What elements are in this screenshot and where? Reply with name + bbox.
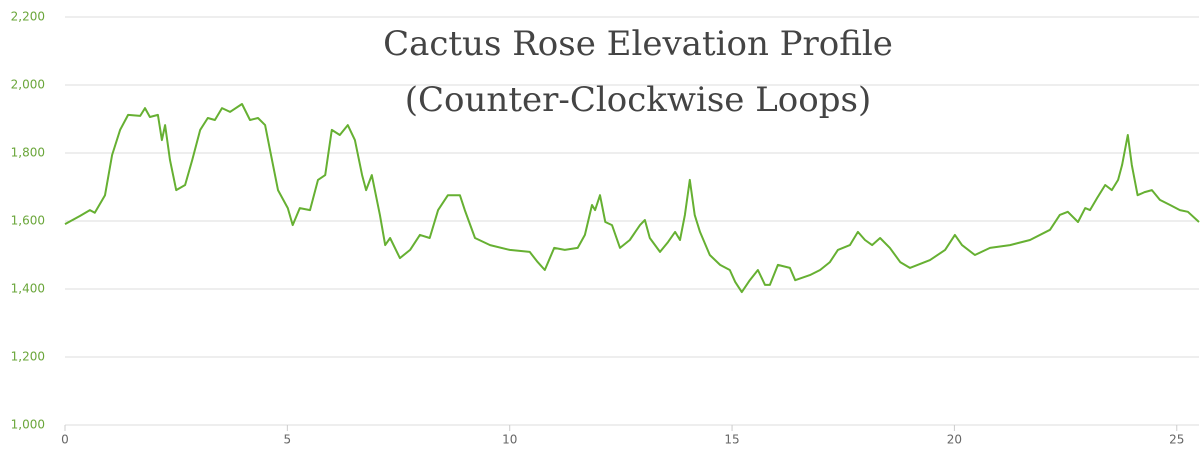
y-tick-label: 1,800: [11, 146, 45, 160]
y-tick-label: 2,000: [11, 78, 45, 92]
x-tick-label: 10: [502, 433, 517, 447]
y-tick-label: 1,000: [11, 418, 45, 432]
x-tick-label: 25: [1169, 433, 1184, 447]
elevation-line: [64, 103, 1200, 294]
chart-title: Cactus Rose Elevation Profile: [383, 24, 893, 64]
x-tick-label: 5: [284, 433, 292, 447]
x-tick-label: 20: [947, 433, 962, 447]
y-tick-label: 1,400: [11, 282, 45, 296]
y-tick-label: 1,200: [11, 350, 45, 364]
y-tick-label: 1,600: [11, 214, 45, 228]
chart-subtitle: (Counter-Clockwise Loops): [405, 80, 871, 120]
y-tick-label: 2,200: [11, 10, 45, 24]
x-tick-label: 0: [61, 433, 69, 447]
x-tick-label: 15: [724, 433, 739, 447]
